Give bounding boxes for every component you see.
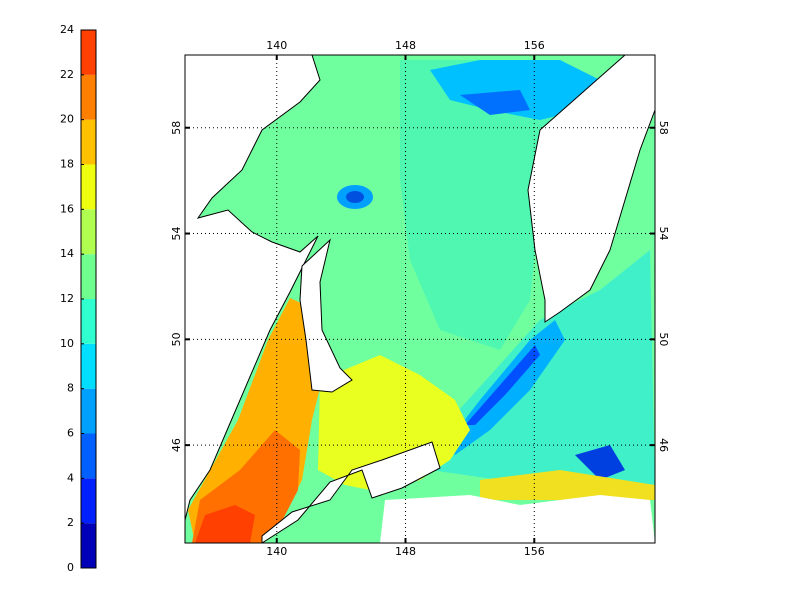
colorbar-segment: [81, 30, 96, 75]
sea-zone: [400, 60, 560, 350]
no-data: [380, 495, 655, 543]
colorbar-tick-label: 2: [67, 516, 74, 529]
warm-zone: [480, 470, 655, 500]
lat-label-left: 50: [170, 332, 183, 346]
colorbar-segment: [81, 388, 96, 434]
colorbar-segment: [81, 254, 96, 299]
colorbar-tick-label: 0: [67, 561, 74, 574]
colorbar-segment: [81, 74, 96, 120]
cold-zone: [575, 445, 625, 480]
colorbar-tick-label: 10: [60, 337, 74, 350]
colorbar-segment: [81, 209, 96, 255]
sea-field: [185, 55, 655, 543]
lat-label-right: 50: [657, 332, 670, 346]
cold-zone: [346, 191, 364, 203]
colorbar-segment: [81, 164, 96, 210]
colorbar-tick-label: 24: [60, 23, 74, 36]
colorbar-segment: [81, 119, 96, 165]
graticule: 140 140 148 148 156 156 58 58 54 54 50 50 46 46: [170, 39, 670, 558]
cold-zone: [460, 90, 530, 115]
colorbar-segment: [81, 523, 96, 568]
colorbar-segment: [81, 478, 96, 524]
colorbar-segment: [81, 343, 96, 389]
colorbar-tick-label: 12: [60, 292, 74, 305]
colorbar-tick-label: 16: [60, 202, 74, 215]
warm-zone: [195, 505, 255, 543]
hokkaido: [261, 441, 441, 543]
lon-label-top: 140: [266, 39, 287, 52]
lat-label-left: 46: [170, 438, 183, 452]
lat-label-right: 58: [657, 121, 670, 135]
lat-label-left: 58: [170, 121, 183, 135]
map-frame: [184, 54, 656, 544]
mainland: [185, 55, 321, 521]
lon-label-bottom: 140: [266, 545, 287, 558]
colorbar-segment: [81, 433, 96, 479]
lon-label-bottom: 148: [395, 545, 416, 558]
sakhalin: [299, 238, 353, 393]
lon-label-top: 156: [524, 39, 545, 52]
colorbar-tick-label: 4: [67, 471, 74, 484]
lat-label-right: 46: [657, 438, 670, 452]
colorbar-segment: [81, 299, 96, 344]
kamchatka: [527, 55, 655, 323]
colorbar-tick-label: 20: [60, 113, 74, 126]
cold-zone: [430, 60, 600, 120]
lon-label-top: 148: [395, 39, 416, 52]
colorbar-tick-label: 6: [67, 427, 74, 440]
colorbar-tick-label: 18: [60, 158, 74, 171]
lat-label-left: 54: [170, 227, 183, 241]
lat-label-right: 54: [657, 227, 670, 241]
colorbar-tick-label: 14: [60, 247, 74, 260]
cold-zone: [465, 345, 540, 425]
colorbar-tick-label: 8: [67, 382, 74, 395]
colorbar-tick-label: 22: [60, 68, 74, 81]
lon-label-bottom: 156: [524, 545, 545, 558]
